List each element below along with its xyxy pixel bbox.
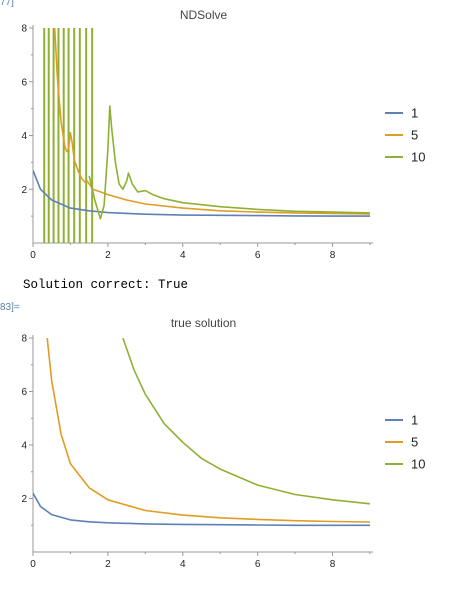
y-tick-label: 2 bbox=[21, 494, 27, 505]
legend-label-1: 1 bbox=[411, 413, 418, 428]
ndsolve-chart: NDSolve 0 2 4 6 8 2 4 6 8 1 5 10 bbox=[21, 8, 425, 261]
legend-label-5: 5 bbox=[411, 128, 418, 143]
y-tick-label: 6 bbox=[21, 77, 27, 88]
true-solution-chart: true solution 0 2 4 6 8 2 4 6 8 1 5 10 bbox=[21, 316, 425, 570]
legend-label-10: 10 bbox=[411, 150, 425, 165]
y-tick-label: 2 bbox=[21, 185, 27, 196]
x-tick-label: 8 bbox=[330, 559, 336, 570]
x-tick-label: 4 bbox=[180, 559, 186, 570]
solution-correct-message: Solution correct: True bbox=[23, 278, 189, 292]
x-tick-label: 8 bbox=[330, 250, 336, 261]
y-tick-label: 8 bbox=[21, 334, 27, 345]
series-line-5 bbox=[46, 338, 370, 523]
legend-label-5: 5 bbox=[411, 435, 418, 450]
output-cell-label-1: 77] bbox=[0, 0, 14, 8]
legend-label-10: 10 bbox=[411, 457, 425, 472]
y-tick-label: 6 bbox=[21, 387, 27, 398]
series-line-10 bbox=[88, 105, 370, 220]
x-tick-label: 6 bbox=[255, 250, 261, 261]
series-line-1 bbox=[33, 170, 370, 217]
x-tick-label: 0 bbox=[30, 250, 36, 261]
series-line-5 bbox=[53, 28, 370, 215]
chart-title: true solution bbox=[171, 316, 236, 330]
y-tick-label: 4 bbox=[21, 131, 27, 142]
x-tick-label: 6 bbox=[255, 559, 261, 570]
output-cell-label-2: 83]= bbox=[0, 302, 20, 313]
y-tick-label: 4 bbox=[21, 441, 27, 452]
x-tick-label: 0 bbox=[30, 559, 36, 570]
series-line-10 bbox=[122, 338, 370, 505]
legend-label-1: 1 bbox=[411, 106, 418, 121]
x-tick-label: 4 bbox=[180, 250, 186, 261]
x-tick-label: 2 bbox=[105, 559, 111, 570]
x-tick-label: 2 bbox=[105, 250, 111, 261]
series-line-1 bbox=[33, 492, 370, 527]
y-tick-label: 8 bbox=[21, 24, 27, 35]
chart-title: NDSolve bbox=[180, 8, 228, 22]
